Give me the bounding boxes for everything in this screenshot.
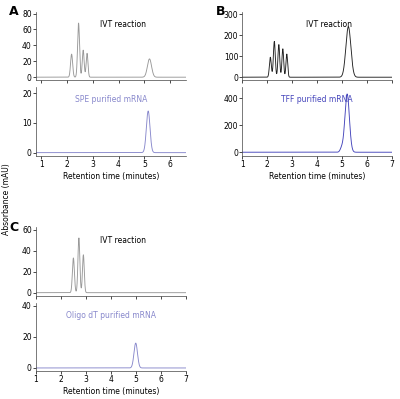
Text: Absorbance (mAU): Absorbance (mAU) (2, 164, 11, 235)
Text: Oligo dT purified mRNA: Oligo dT purified mRNA (66, 311, 156, 320)
X-axis label: Retention time (minutes): Retention time (minutes) (63, 172, 159, 181)
Text: C: C (9, 221, 18, 233)
X-axis label: Retention time (minutes): Retention time (minutes) (269, 172, 365, 181)
Text: IVT reaction: IVT reaction (306, 20, 352, 29)
Text: TFF purified mRNA: TFF purified mRNA (281, 95, 353, 105)
X-axis label: Retention time (minutes): Retention time (minutes) (63, 387, 159, 396)
Text: IVT reaction: IVT reaction (100, 236, 146, 245)
Text: B: B (216, 5, 225, 18)
Text: SPE purified mRNA: SPE purified mRNA (75, 95, 147, 105)
Text: IVT reaction: IVT reaction (100, 20, 146, 29)
Text: A: A (9, 5, 19, 18)
